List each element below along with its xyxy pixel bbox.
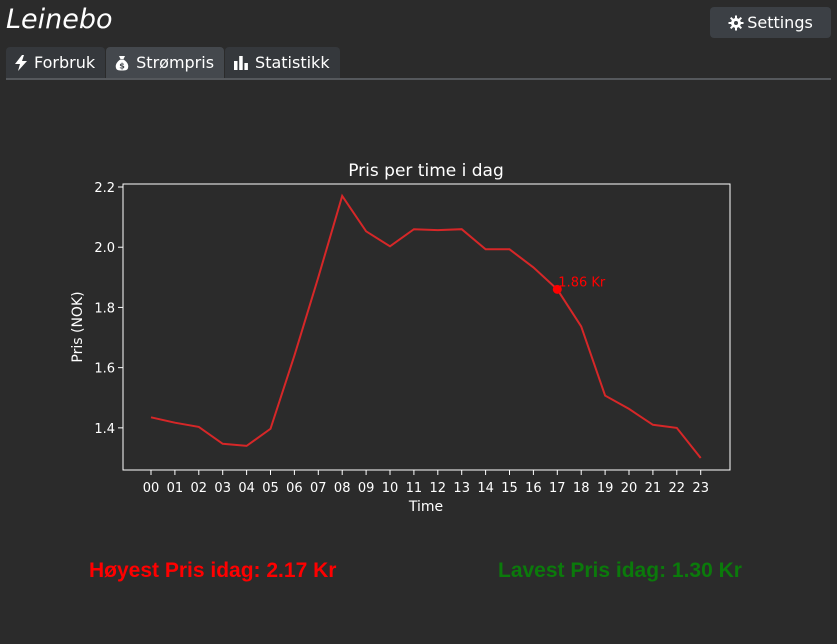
x-tick-label: 10: [382, 481, 399, 496]
x-tick-label: 14: [477, 481, 494, 496]
tab-statistikk[interactable]: Statistikk: [225, 47, 340, 78]
settings-button[interactable]: Settings: [710, 7, 831, 38]
y-tick-label: 1.8: [94, 301, 115, 316]
x-tick-label: 07: [310, 481, 327, 496]
chart-svg: Pris per time i dag 1.4 1.6 1.8 2.0 2.2 00 01…: [70, 161, 731, 515]
current-price-label: 1.86 Kr: [558, 275, 606, 290]
price-summary: Høyest Pris idag: 2.17 Kr Lavest Pris id…: [0, 555, 837, 589]
tab-label: Forbruk: [34, 53, 96, 72]
tab-bar: Forbruk $ Strømpris Statistikk: [6, 47, 341, 78]
current-price-annotation: 1.86 Kr: [552, 275, 606, 294]
app-logo: Leinebo: [6, 4, 113, 35]
lowest-price-label: Lavest Pris idag: 1.30 Kr: [498, 559, 742, 582]
x-tick-label: 15: [501, 481, 518, 496]
x-tick-label: 04: [238, 481, 255, 496]
tab-divider: [6, 78, 831, 80]
x-axis: 00 01 02 03 04 05 06 07 08 09 10 11 12 13 14 15 16 17 18 19…: [143, 470, 709, 496]
x-tick-label: 08: [334, 481, 351, 496]
gear-icon: [728, 15, 744, 31]
x-tick-label: 13: [453, 481, 470, 496]
x-tick-label: 21: [645, 481, 662, 496]
settings-label: Settings: [747, 13, 813, 32]
y-tick-label: 1.6: [94, 362, 115, 377]
x-tick-label: 06: [286, 481, 303, 496]
bolt-icon: [14, 54, 28, 71]
logo-text: Leinebo: [6, 4, 113, 35]
x-tick-label: 17: [549, 481, 566, 496]
x-tick-label: 22: [669, 481, 686, 496]
x-tick-label: 02: [191, 481, 208, 496]
tab-stromppris[interactable]: $ Strømpris: [106, 47, 225, 78]
tab-label: Strømpris: [136, 53, 215, 72]
x-tick-label: 12: [430, 481, 447, 496]
x-tick-label: 19: [597, 481, 614, 496]
y-tick-label: 1.4: [94, 422, 115, 437]
x-tick-label: 03: [214, 481, 231, 496]
chart-title: Pris per time i dag: [348, 161, 504, 181]
x-tick-label: 11: [406, 481, 423, 496]
y-tick-label: 2.0: [94, 241, 115, 256]
x-tick-label: 01: [167, 481, 184, 496]
plot-frame: [122, 183, 731, 471]
x-tick-label: 00: [143, 481, 160, 496]
x-tick-label: 23: [692, 481, 709, 496]
y-tick-label: 2.2: [94, 181, 115, 196]
price-series-line: [150, 193, 702, 459]
price-chart: Pris per time i dag 1.4 1.6 1.8 2.0 2.2 00 01…: [0, 140, 837, 530]
tab-forbruk[interactable]: Forbruk: [6, 47, 106, 78]
svg-text:$: $: [119, 61, 125, 70]
tab-label: Statistikk: [255, 53, 330, 72]
current-price-marker: [552, 284, 562, 294]
money-bag-icon: $: [114, 55, 130, 71]
x-tick-label: 20: [621, 481, 638, 496]
y-axis: 1.4 1.6 1.8 2.0 2.2: [94, 181, 123, 437]
highest-price-label: Høyest Pris idag: 2.17 Kr: [89, 559, 337, 582]
top-bar: Leinebo Settings: [0, 0, 837, 46]
x-axis-label: Time: [408, 499, 443, 515]
x-tick-label: 09: [358, 481, 375, 496]
x-tick-label: 16: [525, 481, 542, 496]
y-axis-label: Pris (NOK): [70, 291, 86, 362]
x-tick-label: 18: [573, 481, 590, 496]
bar-chart-icon: [233, 55, 249, 71]
x-tick-label: 05: [262, 481, 279, 496]
